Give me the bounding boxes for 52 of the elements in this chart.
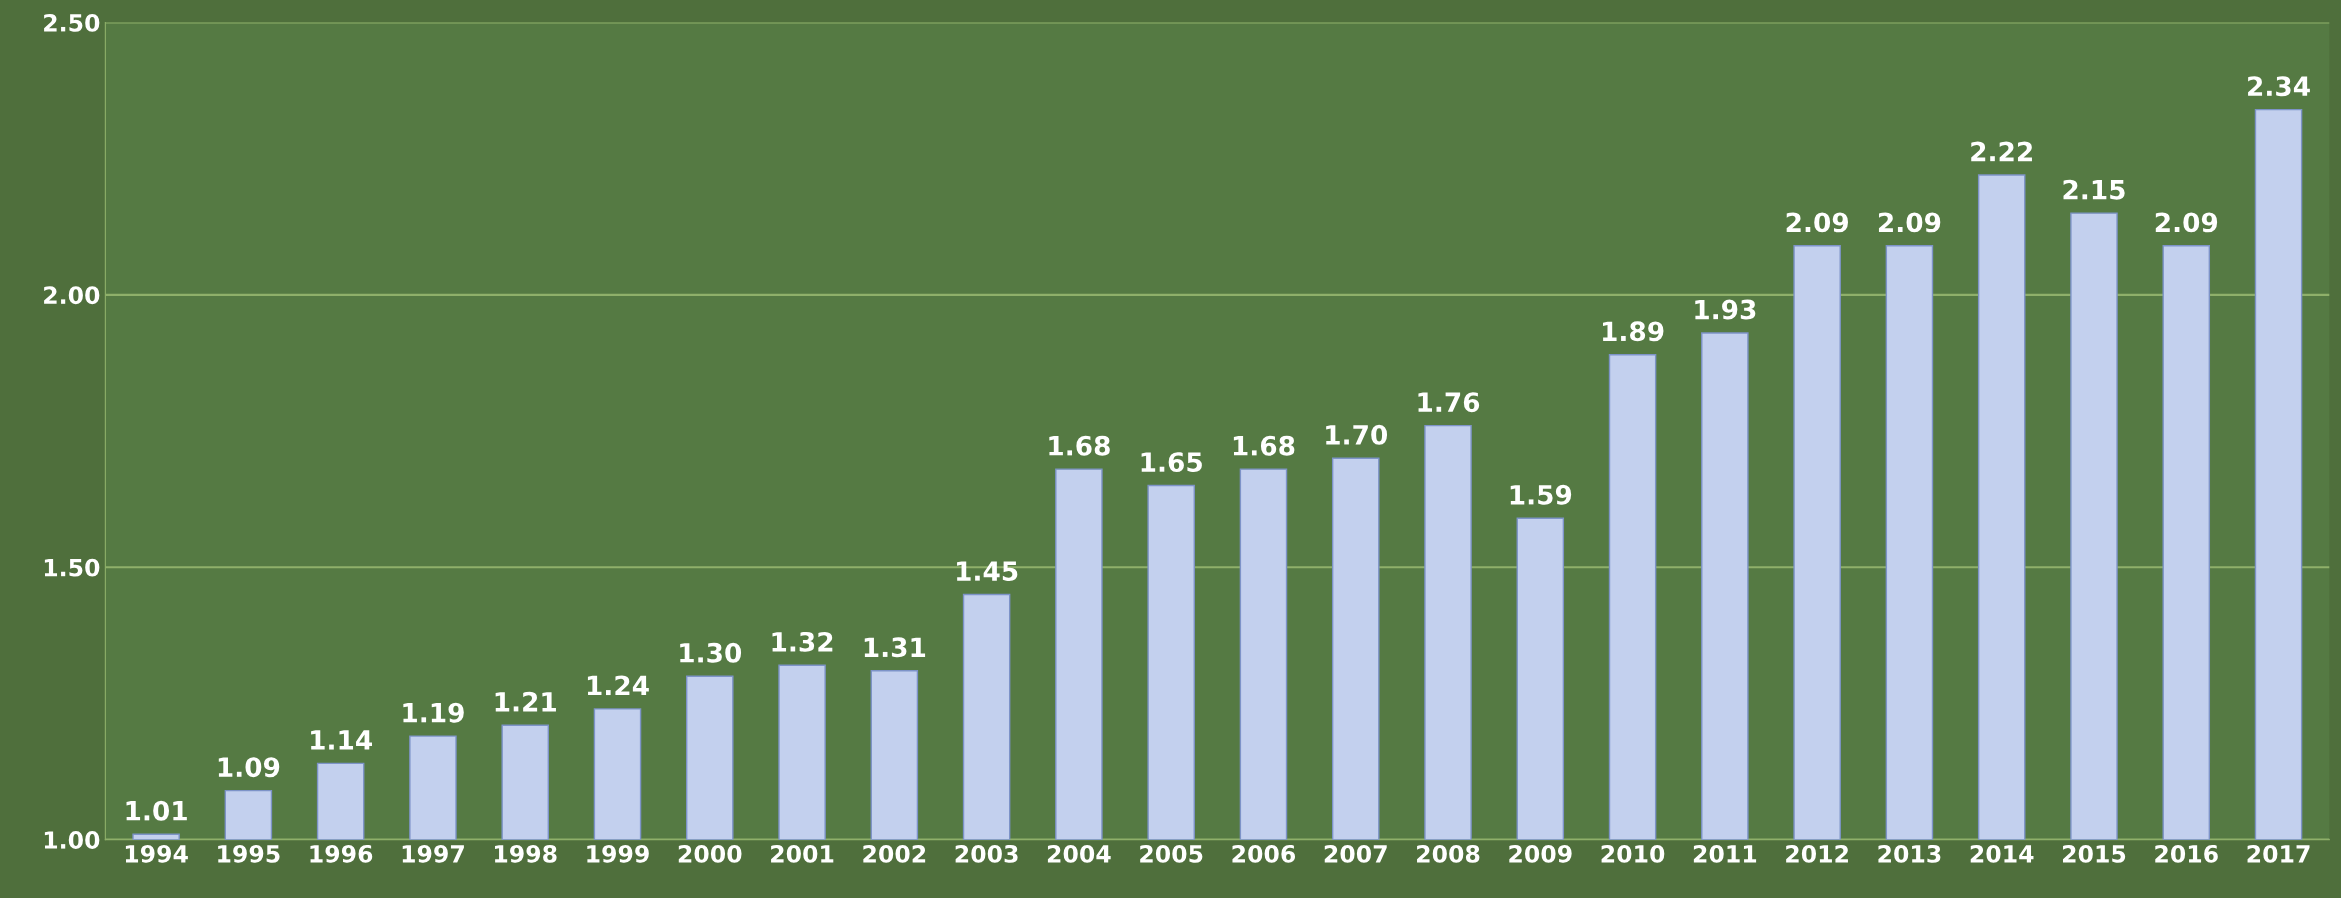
data-label: 1.31	[864, 637, 926, 658]
x-tick-label: 2006	[1232, 844, 1296, 863]
x-tick-label: 2011	[1693, 844, 1757, 863]
x-tick-label: 2001	[771, 844, 834, 863]
x-tick-label: 2000	[678, 844, 742, 863]
x-tick-label: 2013	[1878, 844, 1941, 863]
data-label: 1.09	[218, 757, 280, 778]
data-label: 1.59	[1510, 484, 1572, 505]
x-tick-label: 2017	[2247, 844, 2310, 863]
x-tick-label: 2015	[2062, 844, 2126, 863]
x-tick-label: 1995	[218, 844, 280, 863]
data-label: 1.65	[1141, 452, 1202, 473]
y-tick-label: 2.50	[44, 13, 100, 32]
data-label: 2.34	[2248, 76, 2310, 97]
x-tick-label: 1997	[402, 844, 464, 863]
data-label: 2.09	[1786, 212, 1849, 233]
x-tick-label: 2010	[1601, 844, 1665, 863]
y-tick-label: 1.00	[44, 831, 100, 849]
data-label: 1.93	[1695, 299, 1756, 320]
x-tick-label: 1994	[125, 844, 188, 863]
data-label: 1.01	[126, 800, 187, 821]
data-label: 1.89	[1603, 321, 1664, 342]
y-tick-label: 2.00	[44, 286, 100, 305]
x-tick-label: 2004	[1047, 844, 1111, 863]
x-tick-label: 2014	[1970, 844, 2034, 863]
x-tick-label: 2008	[1417, 844, 1480, 863]
data-label: 2.22	[1971, 141, 2032, 162]
data-label: 1.68	[1049, 435, 1110, 456]
x-tick-label: 2007	[1324, 844, 1387, 863]
x-tick-label: 1999	[587, 844, 649, 863]
data-label: 1.68	[1233, 435, 1295, 456]
x-tick-label: 2012	[1786, 844, 1848, 863]
data-label: 1.19	[403, 702, 464, 723]
data-label: 1.24	[587, 675, 649, 696]
x-tick-label: 1996	[310, 844, 373, 863]
data-label: 2.09	[1878, 212, 1941, 233]
data-label: 2.15	[2063, 179, 2125, 200]
data-label: 1.30	[680, 642, 742, 663]
data-label: 2.09	[2155, 212, 2218, 233]
data-label: 1.70	[1326, 424, 1388, 445]
data-label: 1.21	[495, 691, 556, 712]
data-label: 1.14	[311, 730, 372, 750]
data-label: 1.76	[1418, 392, 1480, 413]
x-tick-label: 1998	[495, 844, 557, 863]
x-tick-label: 2009	[1509, 844, 1572, 863]
data-label: 1.45	[957, 561, 1018, 582]
x-tick-label: 2002	[863, 844, 926, 863]
x-tick-label: 2003	[955, 844, 1018, 863]
y-tick-label: 1.50	[44, 558, 100, 577]
x-tick-label: 2005	[1140, 844, 1203, 863]
data-label: 1.32	[772, 631, 833, 652]
x-tick-label: 2016	[2155, 844, 2218, 863]
